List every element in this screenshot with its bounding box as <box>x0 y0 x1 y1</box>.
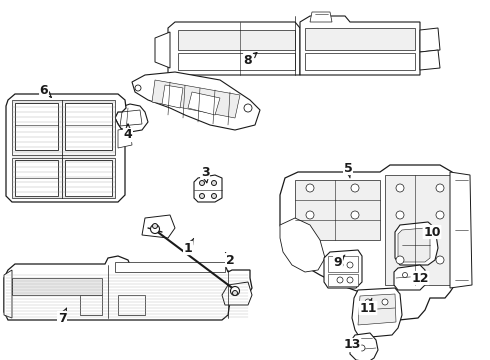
Polygon shape <box>178 53 295 70</box>
Polygon shape <box>12 158 115 198</box>
Polygon shape <box>118 128 132 148</box>
Circle shape <box>396 256 404 264</box>
Text: 3: 3 <box>201 166 209 183</box>
Polygon shape <box>305 28 415 50</box>
Circle shape <box>150 225 160 234</box>
Polygon shape <box>194 175 222 202</box>
Polygon shape <box>115 262 225 272</box>
Text: 8: 8 <box>244 53 257 67</box>
Text: 6: 6 <box>40 84 51 97</box>
Polygon shape <box>4 270 12 318</box>
Circle shape <box>212 194 217 198</box>
Polygon shape <box>65 103 112 150</box>
Polygon shape <box>300 16 420 75</box>
Circle shape <box>212 180 217 185</box>
Circle shape <box>396 211 404 219</box>
Polygon shape <box>162 85 183 108</box>
Polygon shape <box>118 295 145 315</box>
Circle shape <box>351 211 359 219</box>
Polygon shape <box>222 282 252 305</box>
Polygon shape <box>350 333 378 360</box>
Circle shape <box>199 180 204 185</box>
Text: 5: 5 <box>343 162 352 178</box>
Circle shape <box>436 184 444 192</box>
Circle shape <box>337 262 343 268</box>
Polygon shape <box>358 294 396 325</box>
Circle shape <box>306 211 314 219</box>
Polygon shape <box>115 104 148 132</box>
Circle shape <box>306 184 314 192</box>
Polygon shape <box>324 250 362 288</box>
Circle shape <box>135 85 141 91</box>
Circle shape <box>230 287 240 296</box>
Polygon shape <box>168 22 300 75</box>
Circle shape <box>337 277 343 283</box>
Polygon shape <box>15 103 58 150</box>
Polygon shape <box>310 12 332 22</box>
Polygon shape <box>178 30 295 50</box>
Polygon shape <box>155 32 170 68</box>
Polygon shape <box>420 50 440 70</box>
Circle shape <box>199 194 204 198</box>
Polygon shape <box>142 215 175 238</box>
Text: 13: 13 <box>343 338 361 351</box>
Text: 11: 11 <box>359 298 377 315</box>
Circle shape <box>347 262 353 268</box>
Circle shape <box>365 299 371 305</box>
Text: 12: 12 <box>411 271 429 284</box>
Polygon shape <box>450 172 472 288</box>
Polygon shape <box>295 180 380 240</box>
Text: 2: 2 <box>225 253 234 266</box>
Polygon shape <box>280 218 325 272</box>
Circle shape <box>413 273 417 278</box>
Polygon shape <box>394 265 425 290</box>
Text: 10: 10 <box>423 225 441 238</box>
Polygon shape <box>132 72 260 130</box>
Polygon shape <box>4 256 252 320</box>
Circle shape <box>347 277 353 283</box>
Polygon shape <box>12 278 102 295</box>
Circle shape <box>436 211 444 219</box>
Polygon shape <box>120 110 142 126</box>
Polygon shape <box>398 228 430 262</box>
Polygon shape <box>12 100 115 155</box>
Circle shape <box>396 184 404 192</box>
Polygon shape <box>280 165 458 322</box>
Polygon shape <box>80 295 102 315</box>
Text: 1: 1 <box>184 238 194 255</box>
Polygon shape <box>15 160 58 196</box>
Polygon shape <box>328 256 358 272</box>
Text: 9: 9 <box>334 255 345 269</box>
Polygon shape <box>395 222 438 265</box>
Circle shape <box>382 299 388 305</box>
Circle shape <box>359 345 365 351</box>
Polygon shape <box>385 175 450 285</box>
Polygon shape <box>328 274 358 286</box>
Circle shape <box>351 184 359 192</box>
Circle shape <box>152 224 157 229</box>
Text: 7: 7 <box>58 308 67 324</box>
Circle shape <box>436 256 444 264</box>
Text: 4: 4 <box>123 124 132 141</box>
Circle shape <box>402 273 408 278</box>
Polygon shape <box>420 28 440 52</box>
Polygon shape <box>152 80 240 118</box>
Circle shape <box>244 104 252 112</box>
Polygon shape <box>6 94 126 202</box>
Circle shape <box>232 291 238 296</box>
Polygon shape <box>352 288 402 338</box>
Polygon shape <box>65 160 112 196</box>
Polygon shape <box>188 92 220 115</box>
Polygon shape <box>305 53 415 70</box>
